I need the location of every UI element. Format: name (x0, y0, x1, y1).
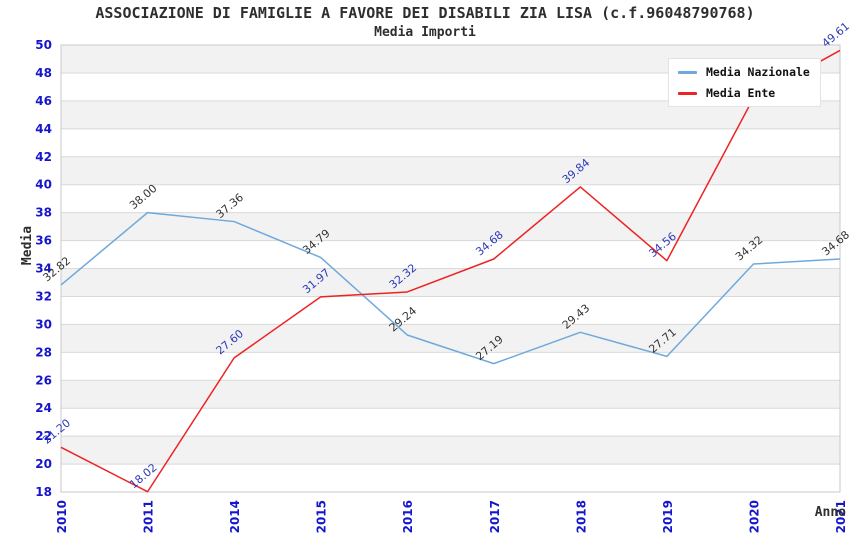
plot-band (61, 268, 840, 297)
x-tick-label: 2010 (55, 500, 69, 533)
x-tick-label: 2018 (574, 500, 588, 533)
y-tick-label: 46 (35, 94, 52, 108)
legend-swatch-nazionale (678, 70, 697, 74)
y-tick-label: 34 (35, 262, 52, 276)
x-tick-label: 2011 (142, 500, 156, 533)
plot-border (60, 44, 841, 493)
legend-label: Media Nazionale (706, 65, 810, 79)
y-tick-label: 32 (35, 289, 52, 303)
x-tick-label: 2017 (488, 500, 502, 533)
legend-item-media-ente: Media Ente (678, 86, 810, 100)
y-tick-label: 38 (35, 206, 52, 220)
y-tick-label: 30 (35, 317, 52, 331)
y-tick-label: 40 (35, 178, 52, 192)
y-tick-label: 28 (35, 345, 52, 359)
legend-swatch-ente (678, 91, 697, 95)
y-tick-label: 50 (35, 38, 52, 52)
x-tick-label: 2021 (834, 500, 848, 533)
series-line-media-nazionale (60, 211, 841, 365)
plot-band (61, 380, 840, 409)
data-label: 38.00 (127, 182, 159, 212)
x-tick-label: 2019 (661, 500, 675, 533)
y-tick-label: 48 (35, 66, 52, 80)
legend-item-media-nazionale: Media Nazionale (678, 65, 810, 79)
x-tick-label: 2016 (401, 500, 415, 533)
y-tick-label: 18 (35, 485, 52, 499)
y-tick-label: 44 (35, 122, 52, 136)
y-tick-label: 22 (35, 429, 52, 443)
y-tick-label: 42 (35, 150, 52, 164)
y-tick-label: 20 (35, 457, 52, 471)
y-tick-label: 26 (35, 373, 52, 387)
x-tick-label: 2020 (747, 500, 761, 533)
x-tick-label: 2014 (228, 500, 242, 533)
x-tick-label: 2015 (315, 500, 329, 533)
plot-band (61, 324, 840, 353)
chart-title: ASSOCIAZIONE DI FAMIGLIE A FAVORE DEI DI… (95, 4, 755, 22)
y-tick-label: 36 (35, 234, 52, 248)
plot-band (61, 156, 840, 185)
y-tick-label: 24 (35, 401, 52, 415)
y-axis-title: Media (20, 225, 36, 266)
chart-subtitle: Media Importi (374, 25, 476, 40)
plot-band (61, 212, 840, 241)
legend: Media Nazionale Media Ente (668, 58, 821, 107)
x-axis-title: Anno (814, 505, 846, 520)
legend-label: Media Ente (706, 86, 776, 100)
data-label: 18.02 (127, 461, 159, 491)
plot-band (61, 436, 840, 465)
series-line-media-ente (60, 49, 841, 493)
